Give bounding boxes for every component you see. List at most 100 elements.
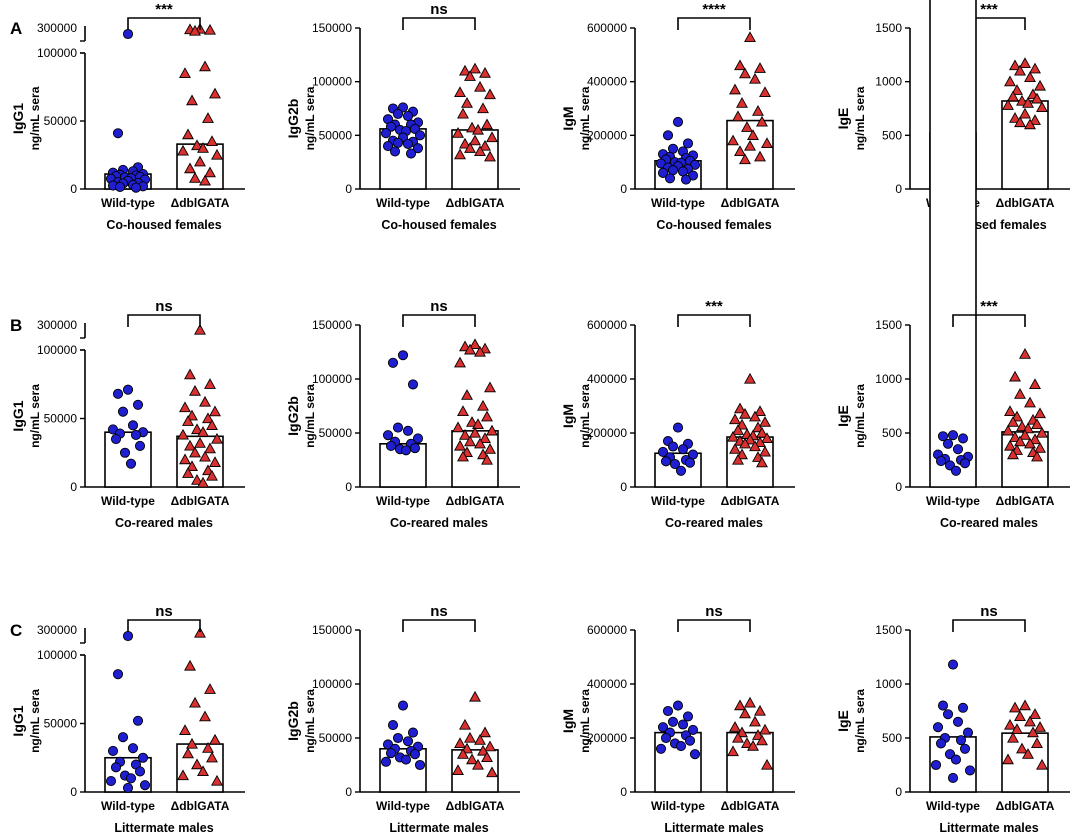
wild-type-point [947, 430, 959, 441]
wild-type-point [380, 128, 392, 139]
dblgata-point [469, 62, 481, 74]
dblgata-point [197, 476, 209, 488]
dblgata-point [754, 150, 766, 162]
dblgata-point [466, 416, 478, 427]
dblgata-point [472, 758, 484, 770]
wild-type-point [114, 181, 126, 193]
wild-type-point [667, 441, 679, 452]
dblgata-point [1019, 107, 1031, 119]
dblgata-point [457, 405, 469, 417]
y-tick-label: 100000 [312, 677, 352, 691]
dblgata-point [477, 399, 489, 411]
panel-a-igm: 0 200000 400000 600000 IgM ng/mL sera **** Wild… [560, 1, 795, 232]
x-category-label: ΔdblGATA [446, 494, 505, 508]
dblgata-point [736, 97, 748, 108]
dblgata-point [464, 435, 476, 447]
wild-type-point [402, 138, 414, 149]
wild-type-point [402, 110, 414, 122]
wild-type-point [660, 456, 672, 467]
dblgata-point [747, 739, 759, 751]
y-tick-label: 600000 [587, 21, 627, 35]
y-axis-title: IgE [835, 710, 851, 732]
y-tick-label: 100000 [37, 648, 77, 662]
y-tick-label: 300000 [37, 318, 77, 332]
wild-type-point [657, 167, 669, 178]
dblgata-point [202, 112, 214, 123]
wild-type-point [664, 173, 676, 184]
y-axis-subtitle: ng/mL sera [28, 86, 42, 150]
dblgata-point [739, 67, 751, 79]
y-tick-label: 400000 [587, 677, 627, 691]
dblgata-point [727, 430, 739, 442]
wild-type-point [414, 130, 426, 141]
wild-type-point [122, 630, 134, 642]
dblgata-point [452, 421, 464, 433]
dblgata-point [1031, 737, 1043, 749]
y-tick-label: 1000 [875, 677, 902, 691]
dblgata-point [1031, 450, 1043, 462]
panel-a-igg1: 0 50000 100000 300000 IgG1 ng/mL sera *** Wild-… [10, 1, 245, 232]
wild-type-point [409, 443, 421, 454]
dblgata-point [1004, 439, 1016, 451]
wild-type-point [950, 754, 962, 765]
x-category-label: Wild-type [651, 799, 705, 813]
y-axis-subtitle: ng/mL sera [303, 384, 317, 448]
dblgata-point [756, 456, 768, 468]
dblgata-point [1009, 370, 1021, 382]
wild-type-point [412, 143, 424, 154]
dblgata-point [477, 102, 489, 114]
wild-type-point [677, 719, 689, 730]
dblgata-point [754, 405, 766, 417]
wild-type-point [684, 457, 696, 468]
dblgata-point [479, 66, 491, 78]
y-tick-label: 200000 [587, 426, 627, 440]
dblgata-point [1014, 64, 1026, 76]
x-axis-title: Co-reared males [115, 516, 213, 530]
dblgata-point [454, 356, 466, 368]
dblgata-point [1014, 116, 1026, 128]
dblgata-point [209, 733, 221, 745]
wild-type-point [134, 766, 146, 777]
y-axis-title: IgG1 [10, 103, 26, 134]
dblgata-point [472, 418, 484, 429]
x-category-label: Wild-type [376, 494, 430, 508]
dblgata-point [206, 469, 218, 481]
x-category-label: Wild-type [376, 196, 430, 210]
dblgata-point [457, 450, 469, 462]
dblgata-point [457, 748, 469, 759]
dblgata-point [184, 162, 196, 174]
dblgata-point [459, 429, 471, 440]
dblgata-point [204, 166, 216, 178]
y-tick-label: 1500 [875, 21, 902, 35]
y-tick-label: 0 [345, 480, 352, 494]
dblgata-point [211, 148, 223, 160]
dblgata-point [1019, 348, 1031, 359]
wild-type-point [385, 748, 397, 759]
wild-type-point [392, 137, 404, 148]
dblgata-point [194, 155, 206, 167]
dblgata-point [484, 88, 496, 100]
dblgata-point [199, 174, 211, 186]
dblgata-point [209, 456, 221, 467]
wild-type-point [112, 669, 124, 680]
x-axis-title: Co-reared males [390, 516, 488, 530]
dblgata-point [744, 433, 756, 445]
dblgata-point [474, 734, 486, 745]
dblgata-point [754, 62, 766, 73]
y-axis-title: IgG2b [285, 396, 301, 436]
dblgata-point [182, 128, 194, 140]
dblgata-point [1024, 715, 1036, 727]
wild-type-point [392, 732, 404, 744]
significance-bracket [677, 314, 751, 327]
x-category-label: ΔdblGATA [721, 799, 780, 813]
dblgata-point [197, 142, 209, 153]
dblgata-point [1024, 437, 1036, 449]
significance-label: *** [980, 1, 998, 18]
x-category-label: Wild-type [926, 799, 980, 813]
dblgata-point [1029, 708, 1041, 719]
x-axis-title: Co-housed females [656, 218, 771, 232]
